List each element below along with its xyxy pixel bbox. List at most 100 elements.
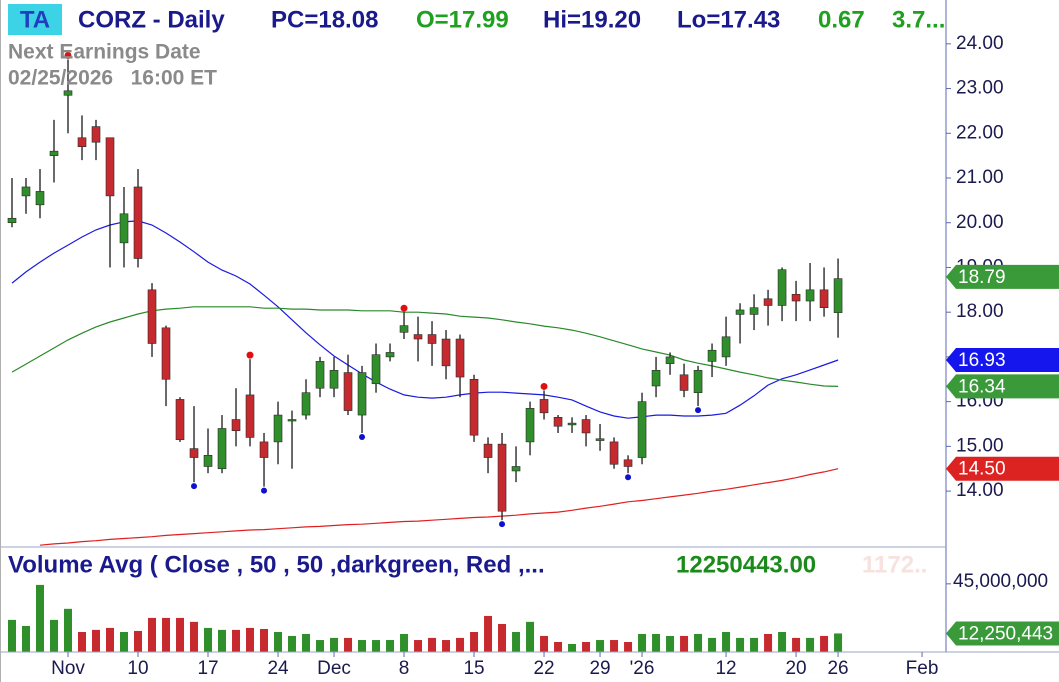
earnings-title: Next Earnings Date [8, 41, 201, 64]
candle-body [791, 293, 801, 302]
swing-high-marker [246, 351, 254, 359]
plot-area [7, 51, 843, 652]
candle-body [357, 372, 367, 416]
candle-body [427, 334, 437, 344]
x-tick-label: 17 [197, 658, 218, 679]
volume-bar [7, 619, 16, 652]
candle-body [175, 399, 185, 440]
x-tick-label: 29 [589, 658, 610, 679]
change-pct: 3.7... [892, 6, 945, 33]
volume-bar [638, 633, 647, 652]
volume-bar [162, 617, 171, 652]
volume-bar [554, 642, 563, 652]
x-tick-label: Dec [317, 658, 351, 679]
volume-bar [582, 642, 591, 652]
volume-bar [106, 627, 115, 652]
candle-body [217, 428, 227, 470]
volume-bar [526, 621, 535, 652]
candle-body [385, 352, 395, 358]
volume-bar [288, 635, 297, 652]
low: Lo=17.43 [677, 6, 780, 33]
candle-body [525, 408, 535, 443]
volume-bar [274, 632, 283, 652]
candle-body [301, 392, 311, 416]
volume-bar [834, 633, 843, 652]
badge-text: TA [20, 6, 50, 33]
volume-bar [260, 628, 269, 652]
volume-bar [694, 633, 703, 652]
candle-body [763, 298, 773, 306]
candle-body [455, 338, 465, 378]
swing-low-marker [191, 483, 198, 490]
volume-bar [50, 619, 59, 652]
volume-bar [764, 633, 773, 652]
volume-bar [610, 640, 619, 652]
price-badge-label: 16.34 [958, 376, 1006, 397]
y-tick-label: 18.00 [956, 301, 1004, 322]
candle-body [189, 448, 199, 458]
swing-low-marker [695, 407, 702, 414]
volume-badge [946, 621, 1059, 646]
volume-bar [78, 632, 87, 652]
candle-body [651, 370, 661, 387]
candle-body [133, 186, 143, 259]
candle-body [413, 334, 423, 340]
volume-bar [708, 637, 717, 652]
candle-body [819, 289, 829, 309]
y-tick-label: 21.00 [956, 167, 1004, 188]
price-badge [946, 264, 1059, 289]
candle-body [777, 269, 787, 306]
volume-bar [498, 623, 507, 652]
price-badge-label: 16.93 [958, 350, 1006, 371]
swing-high-marker [64, 51, 72, 59]
candle-body [581, 419, 591, 434]
candle-body [147, 289, 157, 344]
volume-bar [36, 584, 45, 652]
volume-bar [540, 635, 549, 652]
y-tick-label: 22.00 [956, 122, 1004, 143]
volume-bar [358, 640, 367, 652]
volume-bar [652, 633, 661, 652]
volume-bar [736, 637, 745, 652]
volume-bar [232, 629, 241, 652]
candle-body [553, 416, 563, 427]
candle-body [441, 338, 451, 367]
prev-close: PC=18.08 [271, 6, 378, 33]
candle-body [623, 459, 633, 467]
candle-body [679, 374, 689, 391]
volume-bar [134, 630, 143, 652]
candle-body [161, 327, 171, 380]
candle-body [105, 137, 115, 197]
volume-bar [680, 635, 689, 652]
candle-body [7, 217, 17, 224]
volume-badge-label: 12,250,443 [958, 623, 1053, 644]
candle-body [539, 399, 549, 414]
volume-bar [120, 632, 129, 652]
candle-body [21, 186, 31, 197]
volume-bar [344, 637, 353, 652]
candle-body [637, 401, 647, 458]
x-tick-label: 15 [463, 658, 484, 679]
candle-body [77, 137, 87, 148]
change: 0.67 [818, 6, 865, 33]
x-tick-label: '26 [630, 658, 655, 679]
volume-bar [414, 640, 423, 652]
y-tick-label: 24.00 [956, 33, 1004, 54]
volume-bar [218, 629, 227, 652]
volume-bar [246, 627, 255, 652]
volume-bar [470, 632, 479, 652]
volume-bar [92, 629, 101, 652]
x-tick-label: 22 [533, 658, 554, 679]
volume-bar [820, 635, 829, 652]
candle-body [63, 90, 73, 96]
volume-bar [21, 625, 30, 652]
volume-bar [442, 640, 451, 652]
y-tick-label: 15.00 [956, 435, 1004, 456]
candle-body [259, 441, 269, 458]
volume-bar [400, 633, 409, 652]
x-tick-label: 24 [267, 658, 289, 679]
volume-bar [190, 621, 199, 652]
x-tick-label: 10 [127, 658, 148, 679]
